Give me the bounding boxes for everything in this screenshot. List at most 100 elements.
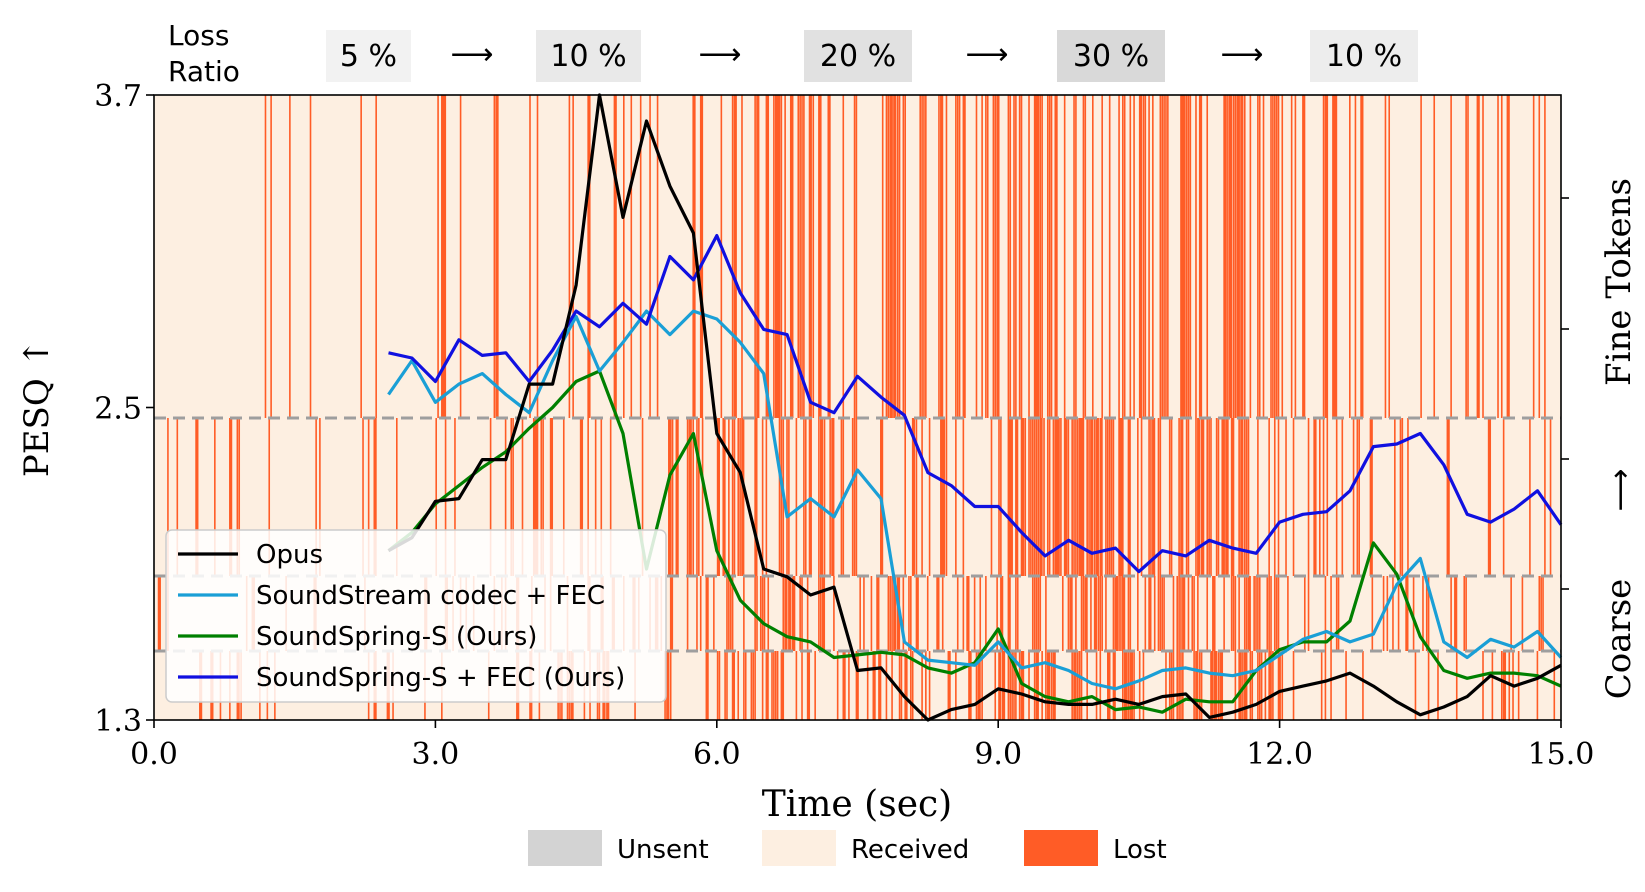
lost-packet-mark — [1152, 418, 1156, 576]
lost-packet-mark — [938, 95, 940, 418]
lost-packet-mark — [1148, 576, 1152, 651]
lost-packet-mark — [1133, 651, 1135, 720]
lost-packet-mark — [923, 95, 925, 418]
lost-packet-mark — [1033, 576, 1036, 651]
lost-packet-mark — [716, 651, 719, 720]
lost-packet-mark — [1313, 418, 1317, 576]
series-line — [387, 369, 1562, 714]
lost-packet-mark — [1082, 95, 1085, 418]
lost-packet-mark — [1152, 95, 1154, 418]
lost-packet-mark — [1061, 576, 1064, 651]
lost-packet-mark — [1000, 418, 1002, 576]
lost-packet-mark — [855, 651, 859, 720]
lost-packet-mark — [1232, 576, 1235, 651]
lost-packet-mark — [724, 651, 726, 720]
lost-packet-mark — [1189, 95, 1192, 418]
lost-packet-mark — [910, 651, 912, 720]
lost-packet-mark — [435, 418, 437, 576]
lost-packet-mark — [1097, 576, 1100, 651]
lost-packet-mark — [1052, 651, 1056, 720]
lost-packet-mark — [911, 651, 914, 720]
lost-packet-mark — [1401, 418, 1404, 576]
lost-packet-mark — [1009, 651, 1012, 720]
lost-packet-mark — [955, 418, 957, 576]
lost-packet-mark — [1399, 418, 1402, 576]
series-line — [387, 93, 1562, 722]
lost-packet-mark — [1033, 418, 1036, 576]
lost-packet-mark — [1122, 576, 1126, 651]
x-tick-label: 9.0 — [974, 737, 1022, 772]
lost-packet-mark — [926, 576, 929, 651]
lost-packet-mark — [780, 95, 783, 418]
lost-packet-mark — [264, 95, 267, 418]
lost-packet-mark — [767, 95, 770, 418]
lost-packet-mark — [981, 95, 983, 418]
lost-packet-mark — [1320, 651, 1323, 720]
lost-packet-mark — [1073, 651, 1077, 720]
lost-packet-mark — [801, 651, 803, 720]
series-legend: Opus SoundStream codec + FEC SoundSpring-S… — [165, 529, 667, 703]
lost-packet-mark — [1476, 95, 1480, 418]
legend-label: Opus — [256, 540, 323, 570]
lost-packet-mark — [1446, 418, 1450, 576]
lost-packet-mark — [609, 418, 612, 576]
lost-packet-mark — [1099, 418, 1103, 576]
lost-packet-mark — [1046, 651, 1051, 720]
lost-packet-mark — [928, 651, 931, 720]
lost-packet-mark — [698, 418, 700, 576]
lost-packet-mark — [1345, 651, 1347, 720]
lost-packet-mark — [532, 418, 537, 576]
loss-stage-label: 10 % — [550, 39, 626, 74]
lost-packet-mark — [806, 576, 809, 651]
lost-packet-mark — [1172, 651, 1175, 720]
lost-packet-mark — [1015, 651, 1017, 720]
lost-packet-mark — [1544, 418, 1546, 576]
lost-packet-mark — [1232, 95, 1235, 418]
lost-packet-mark — [319, 418, 321, 576]
lost-packet-mark — [1388, 95, 1391, 418]
lost-packet-mark — [1028, 651, 1030, 720]
lost-packet-mark — [1140, 418, 1143, 576]
lost-packet-mark — [793, 576, 796, 651]
lost-packet-mark — [722, 418, 726, 576]
received-swatch — [762, 830, 836, 866]
lost-packet-mark — [1107, 651, 1111, 720]
lost-packet-mark — [1285, 418, 1287, 576]
lost-packet-mark — [1392, 576, 1394, 651]
lost-packet-mark — [728, 576, 730, 651]
lost-packet-mark — [1243, 576, 1246, 651]
lost-packet-mark — [958, 95, 961, 418]
lost-packet-mark — [692, 95, 696, 418]
lost-packet-mark — [818, 418, 820, 576]
lost-packet-mark — [900, 651, 903, 720]
lost-packet-mark — [1180, 95, 1184, 418]
lost-packet-mark — [977, 651, 981, 720]
lost-packet-mark — [1112, 651, 1116, 720]
lost-packet-mark — [1238, 651, 1242, 720]
lost-packet-mark — [1227, 95, 1229, 418]
legend-label: SoundSpring-S (Ours) — [256, 622, 537, 652]
lost-packet-mark — [1137, 418, 1139, 576]
lost-packet-mark — [1013, 651, 1015, 720]
lost-packet-mark — [975, 95, 978, 418]
lost-packet-mark — [904, 418, 906, 576]
lost-packet-mark — [788, 576, 792, 651]
lost-packet-mark — [1037, 95, 1040, 418]
lost-packet-mark — [1050, 651, 1053, 720]
right-axis-label-fine: Fine Tokens — [1599, 178, 1639, 386]
lost-packet-mark — [692, 418, 695, 576]
lost-packet-mark — [1180, 651, 1182, 720]
lost-packet-mark — [853, 418, 856, 576]
lost-packet-mark — [699, 95, 704, 418]
lost-packet-mark — [1536, 651, 1539, 720]
lost-packet-mark — [1161, 576, 1164, 651]
lost-packet-mark — [774, 95, 779, 418]
lost-packet-mark — [669, 651, 672, 720]
lost-packet-mark — [360, 95, 362, 418]
lost-packet-mark — [1095, 418, 1099, 576]
lost-packet-mark — [925, 95, 927, 418]
lost-packet-mark — [981, 651, 983, 720]
lost-packet-mark — [1405, 576, 1409, 651]
lost-packet-mark — [1362, 651, 1364, 720]
lost-packet-mark — [1046, 95, 1049, 418]
